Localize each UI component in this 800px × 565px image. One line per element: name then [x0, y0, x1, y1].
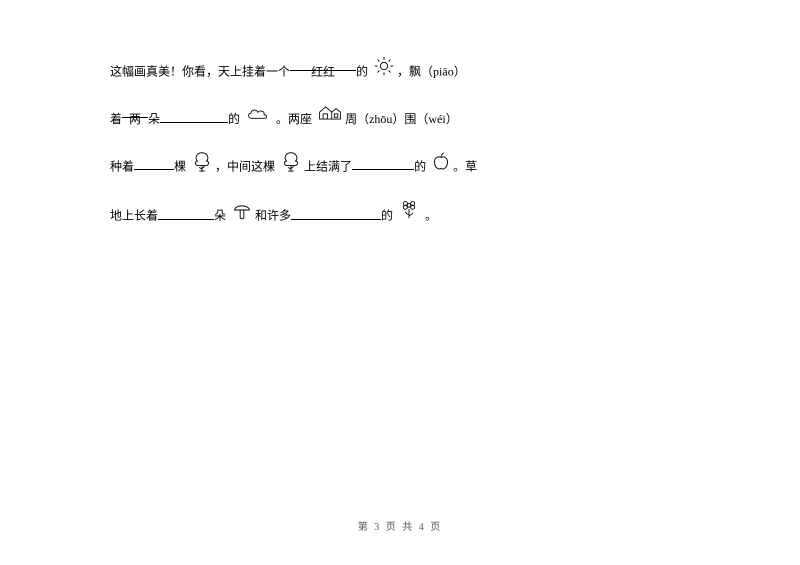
text: 。两座: [276, 112, 312, 126]
text: ，中间这棵: [215, 159, 275, 173]
mushroom-icon: [231, 199, 253, 235]
tree-icon: [280, 149, 302, 187]
text: 。: [425, 209, 437, 223]
text: 的: [381, 209, 393, 223]
text: 。草: [453, 159, 477, 173]
text-line-3: 种着 棵 ，中间这棵 上结满了 的 。草: [110, 149, 690, 187]
apple-icon: [431, 150, 451, 186]
page-footer: 第 3 页 共 4 页: [0, 518, 800, 533]
text: 朵: [214, 209, 226, 223]
text: 种着: [110, 159, 134, 173]
text: 着: [110, 112, 122, 126]
blank-filled: 红红: [290, 56, 356, 71]
text: 棵: [174, 159, 186, 173]
text: 朵: [148, 112, 160, 126]
text-line-1: 这幅画真美！你看，天上挂着一个红红的 ，飘（piāo）: [110, 55, 690, 91]
page-content: 这幅画真美！你看，天上挂着一个红红的 ，飘（piāo） 着两朵的 。两座: [0, 0, 800, 236]
text: 地上长着: [110, 209, 158, 223]
text: ，飘（piāo）: [397, 65, 466, 79]
blank-filled: 两: [122, 103, 148, 118]
text: 的: [414, 159, 426, 173]
text-line-4: 地上长着 朵 和许多 的 。: [110, 198, 690, 236]
text-line-2: 着两朵 的 。两座 周（zhōu）围（wéi）: [110, 103, 690, 137]
house-icon: [317, 103, 343, 137]
text: 的: [228, 112, 240, 126]
flower-icon: [398, 198, 420, 236]
text: 和许多: [255, 209, 291, 223]
blank: [160, 108, 228, 123]
tree-icon: [191, 149, 213, 187]
text: 周（zhōu）围（wéi）: [345, 112, 458, 126]
sun-icon: [373, 55, 395, 91]
text: 这幅画真美！你看，天上挂着一个: [110, 65, 290, 79]
blank: [158, 205, 214, 220]
blank: [352, 155, 414, 170]
cloud-icon: [245, 103, 271, 137]
blank: [134, 155, 174, 170]
text: 的: [356, 65, 368, 79]
blank: [291, 205, 381, 220]
text: 上结满了: [304, 159, 352, 173]
